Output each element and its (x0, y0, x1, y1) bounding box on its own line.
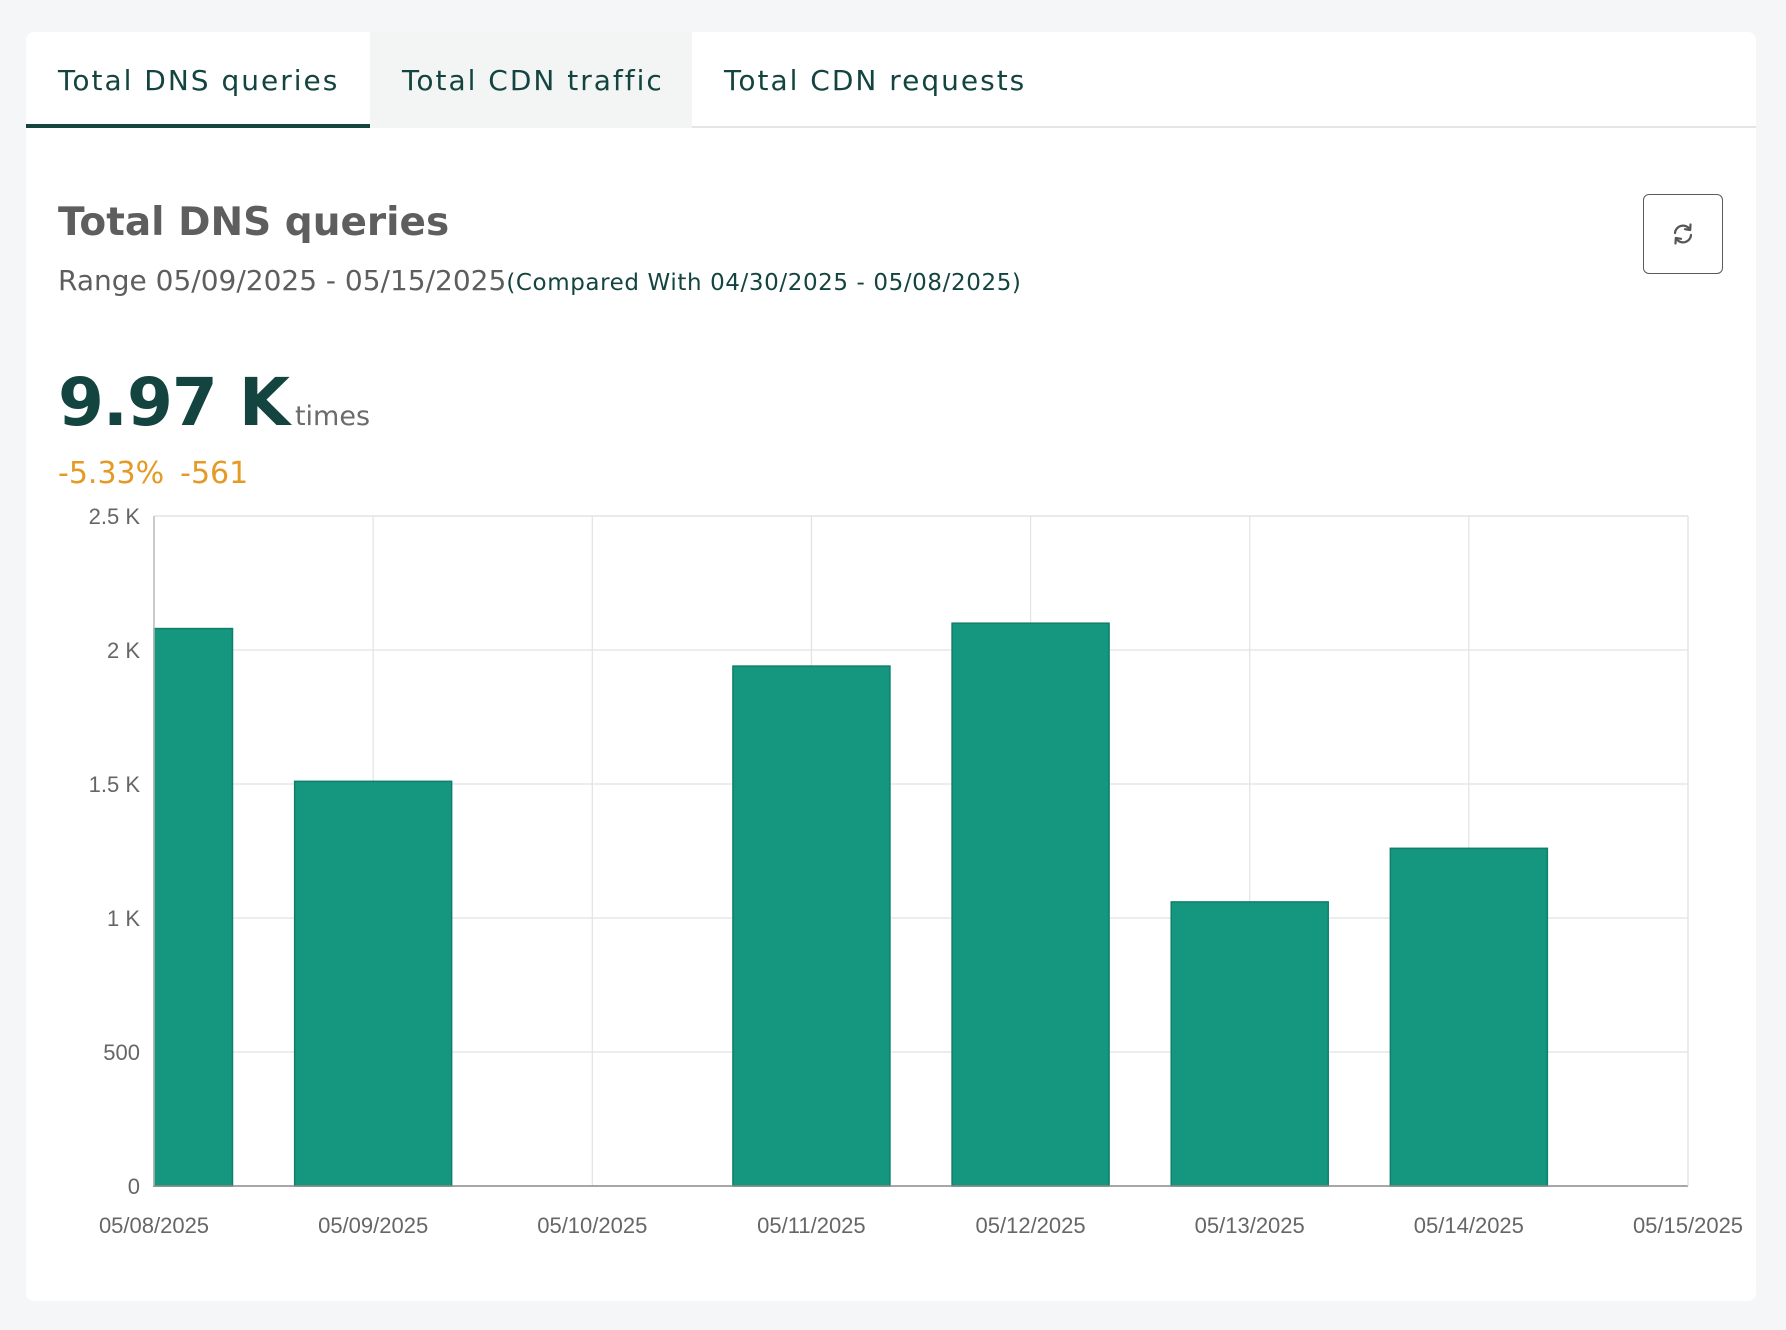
y-tick-label: 1.5 K (89, 772, 141, 797)
panel-title: Total DNS queries (58, 200, 450, 245)
tab-bar: Total DNS queries Total CDN traffic Tota… (26, 32, 1756, 128)
x-tick-label: 05/14/2025 (1414, 1213, 1524, 1238)
refresh-icon (1673, 223, 1693, 245)
tab-total-cdn-traffic[interactable]: Total CDN traffic (370, 32, 692, 128)
tab-total-cdn-requests[interactable]: Total CDN requests (724, 64, 1027, 97)
total-unit: times (294, 401, 371, 432)
total-value: 9.97 K (58, 364, 290, 441)
x-tick-label: 05/12/2025 (976, 1213, 1086, 1238)
x-tick-label: 05/10/2025 (537, 1213, 647, 1238)
x-tick-label: 05/09/2025 (318, 1213, 428, 1238)
x-tick-label: 05/08/2025 (99, 1213, 209, 1238)
label-layer: 0 500 1 K 1.5 K 2 K 2.5 K 05/08/2025 05/09/2025… (89, 504, 1743, 1238)
refresh-button[interactable] (1643, 194, 1723, 274)
bar-05-13-2025[interactable] (1170, 901, 1329, 1187)
delta-absolute: -561 (180, 456, 249, 491)
bar-05-11-2025[interactable] (732, 665, 891, 1187)
date-range: Range 05/09/2025 - 05/15/2025(Compared W… (58, 264, 1022, 297)
bar-layer (153, 622, 1549, 1187)
y-tick-label: 2.5 K (89, 504, 141, 529)
y-tick-label: 0 (128, 1174, 140, 1199)
x-tick-label: 05/13/2025 (1195, 1213, 1305, 1238)
delta-row: -5.33% -561 (58, 456, 248, 491)
bar-05-09-2025[interactable] (293, 780, 453, 1187)
compared-range-text: (Compared With 04/30/2025 - 05/08/2025) (506, 270, 1022, 296)
bar-05-12-2025[interactable] (951, 622, 1110, 1187)
y-tick-label: 1 K (107, 906, 140, 931)
tab-total-dns-queries[interactable]: Total DNS queries (26, 32, 370, 128)
y-tick-label: 2 K (107, 638, 140, 663)
range-text: Range 05/09/2025 - 05/15/2025 (58, 264, 507, 297)
y-tick-label: 500 (103, 1040, 140, 1065)
bar-05-14-2025[interactable] (1389, 847, 1549, 1187)
delta-percent: -5.33% (58, 456, 165, 491)
x-tick-label: 05/11/2025 (757, 1213, 865, 1238)
x-tick-label: 05/15/2025 (1633, 1213, 1743, 1238)
axis-layer (153, 515, 1689, 1187)
bar-05-08-2025[interactable] (153, 627, 234, 1187)
